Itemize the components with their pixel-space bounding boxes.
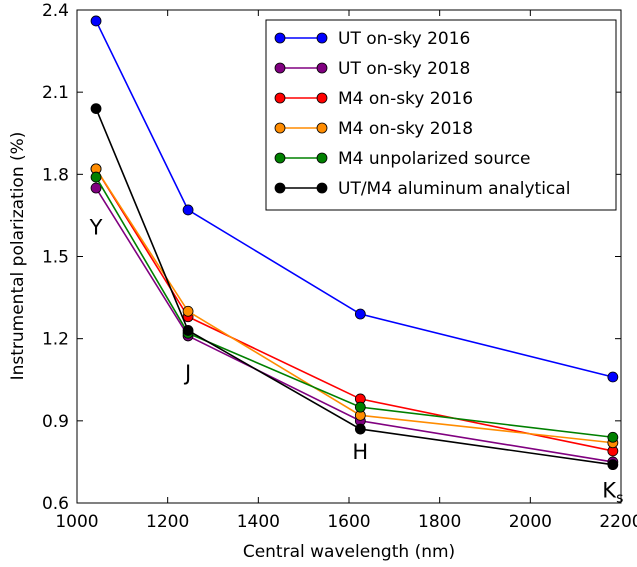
data-point [90, 182, 102, 194]
legend-marker [316, 182, 328, 194]
y-tick-label: 2.1 [42, 83, 69, 103]
legend-label: M4 on-sky 2018 [338, 119, 473, 139]
legend-label: UT on-sky 2018 [338, 59, 470, 79]
x-tick-label: 1600 [327, 512, 370, 532]
y-tick-label: 2.4 [42, 1, 69, 21]
legend-label: UT on-sky 2016 [338, 29, 470, 49]
legend-label: M4 on-sky 2016 [338, 89, 473, 109]
legend-label: UT/M4 aluminum analytical [338, 179, 570, 199]
legend-marker [274, 62, 286, 74]
x-axis-label: Central wavelength (nm) [243, 542, 455, 562]
x-tick-label: 1800 [418, 512, 461, 532]
series-line [95, 108, 613, 466]
series-line [95, 187, 613, 463]
legend-marker [274, 32, 286, 44]
legend-marker [274, 122, 286, 134]
data-point [90, 171, 102, 183]
series-line [95, 168, 613, 444]
data-point [607, 431, 619, 443]
legend-marker [274, 92, 286, 104]
legend-item: M4 on-sky 2018 [274, 119, 473, 139]
legend-item: UT/M4 aluminum analytical [274, 179, 570, 199]
series-line [95, 168, 614, 452]
series-0 [90, 15, 619, 383]
series-line [95, 20, 614, 378]
legend: UT on-sky 2016 UT on-sky 2018 M4 on-sky 20… [265, 19, 617, 211]
legend-item: UT on-sky 2018 [274, 59, 470, 79]
data-point [90, 15, 102, 27]
series-5 [90, 103, 619, 471]
legend-item: M4 unpolarized source [274, 149, 531, 169]
data-point [182, 305, 194, 317]
series-3 [90, 163, 619, 449]
x-tick-label: 1000 [55, 512, 98, 532]
y-tick-label: 0.9 [42, 412, 69, 432]
data-point [607, 371, 619, 383]
band-label: H [352, 440, 368, 464]
y-tick-label: 1.2 [42, 330, 69, 350]
x-tick-label: 1400 [237, 512, 280, 532]
y-axis-label: Instrumental polarization (%) [8, 132, 28, 381]
x-tick-label: 1200 [146, 512, 189, 532]
band-label: Ks [602, 479, 623, 507]
data-point [354, 401, 366, 413]
band-annotations: Y J H Ks [89, 216, 624, 507]
data-point [607, 459, 619, 471]
band-label: Y [89, 216, 103, 240]
legend-marker [274, 182, 286, 194]
series-lines [90, 15, 619, 471]
data-point [354, 423, 366, 435]
legend-marker [316, 92, 328, 104]
legend-item: M4 on-sky 2016 [274, 89, 473, 109]
legend-marker [316, 32, 328, 44]
y-tick-label: 0.6 [42, 494, 69, 514]
y-tick-label: 1.8 [42, 165, 69, 185]
legend-marker [274, 152, 286, 164]
legend-marker [316, 152, 328, 164]
data-point [182, 325, 194, 336]
data-point [354, 308, 366, 320]
data-point [90, 103, 102, 114]
legend-item: UT on-sky 2016 [274, 29, 470, 49]
legend-frame [265, 19, 617, 211]
x-tick-label: 2000 [509, 512, 552, 532]
series-line [95, 176, 613, 439]
data-point [182, 204, 194, 216]
legend-marker [316, 122, 328, 134]
legend-label: M4 unpolarized source [338, 149, 531, 169]
y-tick-label: 1.5 [42, 248, 69, 268]
band-label: J [183, 361, 191, 385]
series-1 [90, 182, 619, 468]
legend-marker [316, 62, 328, 74]
